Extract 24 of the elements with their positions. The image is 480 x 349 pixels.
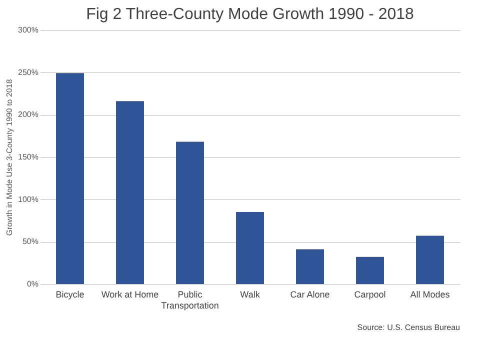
y-tick-label: 200% — [18, 110, 38, 120]
x-tick-label: All Modes — [410, 290, 450, 300]
y-tick-label: 100% — [18, 194, 38, 204]
y-tick-label: 250% — [18, 68, 38, 77]
y-tick-label: 150% — [18, 152, 38, 162]
source-note: Source: U.S. Census Bureau — [357, 323, 460, 332]
y-tick-label: 0% — [26, 280, 38, 288]
x-tick-label: Car Alone — [290, 290, 330, 300]
x-tick-label: Work at Home — [101, 290, 159, 300]
y-axis-title: Growth in Mode Use 3-County 1990 to 2018 — [5, 78, 14, 236]
bar — [56, 73, 84, 284]
bar — [416, 236, 444, 284]
x-tick-label: Carpool — [354, 290, 386, 300]
bar — [176, 142, 204, 284]
chart-title: Fig 2 Three-County Mode Growth 1990 - 2018 — [86, 6, 414, 23]
x-tick-label: Public Transportation — [161, 290, 219, 310]
y-tick-label: 50% — [22, 237, 38, 246]
y-tick-label: 300% — [18, 26, 38, 34]
bar — [236, 212, 264, 284]
bar — [116, 101, 144, 284]
bar — [296, 249, 324, 284]
x-tick-label: Walk — [240, 290, 260, 300]
x-tick-label: Bicycle — [56, 290, 84, 300]
bar — [356, 256, 384, 284]
